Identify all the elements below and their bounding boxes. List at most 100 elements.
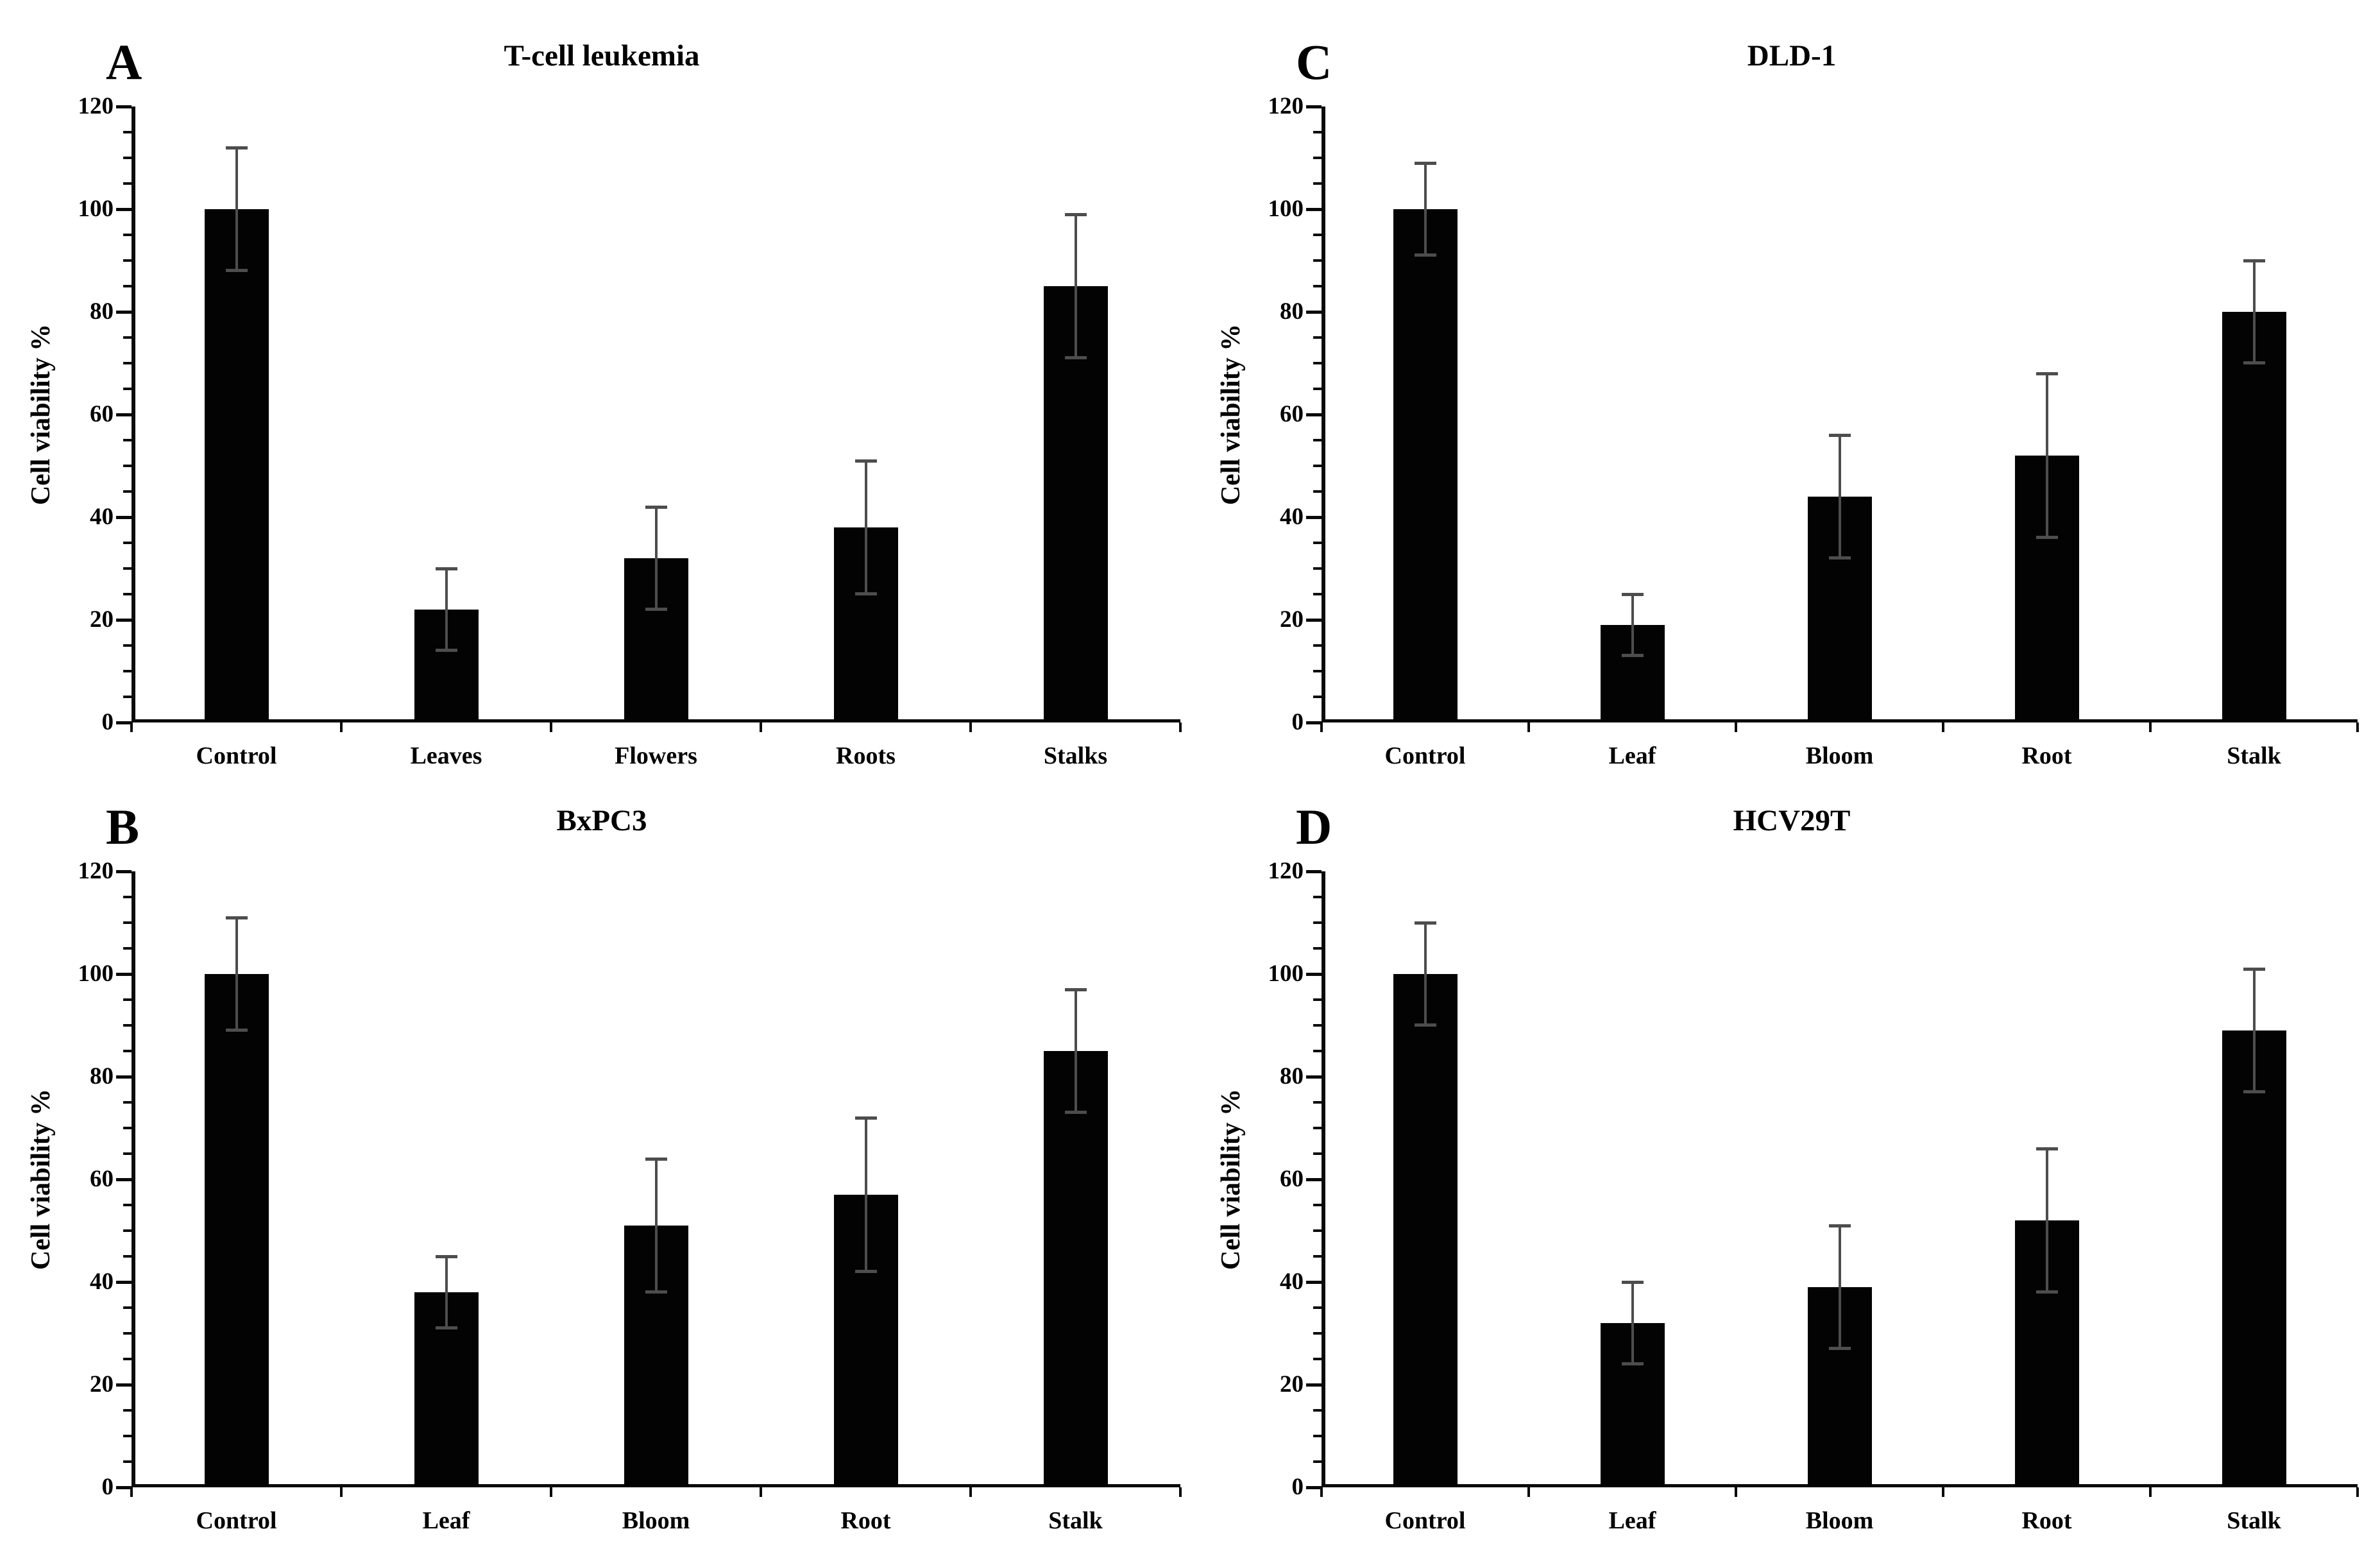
error-bar-cap-bottom <box>2243 1090 2265 1093</box>
y-major-tick <box>1306 207 1322 211</box>
y-minor-tick <box>1313 362 1322 364</box>
x-tick <box>1942 1487 1944 1497</box>
y-tick-label: 0 <box>1291 1474 1304 1500</box>
y-minor-tick <box>123 1255 132 1258</box>
chart-title-b: BxPC3 <box>556 804 647 837</box>
y-tick-label: 80 <box>1280 1063 1304 1090</box>
y-major-tick <box>1306 1383 1322 1387</box>
error-bar-cap-top <box>435 567 457 570</box>
category-label: Root <box>2021 742 2072 769</box>
y-minor-tick <box>1313 1460 1322 1463</box>
y-tick-label: 80 <box>1280 298 1304 325</box>
x-tick <box>760 722 762 732</box>
y-minor-tick <box>1313 1229 1322 1232</box>
y-minor-tick <box>1313 1050 1322 1052</box>
error-bar-line <box>1631 1282 1634 1364</box>
error-bar-cap-bottom <box>2243 361 2265 364</box>
error-bar-line <box>445 1256 448 1328</box>
error-bar-cap-top <box>854 459 877 463</box>
y-major-tick <box>116 105 132 108</box>
error-bar-cap-bottom <box>1828 1347 1851 1350</box>
y-major-tick <box>1306 1280 1322 1284</box>
x-tick <box>1320 722 1323 732</box>
error-bar-cap-top <box>645 506 667 509</box>
error-bar-cap-bottom <box>1064 356 1087 359</box>
y-minor-tick <box>1313 259 1322 262</box>
y-minor-tick <box>1313 234 1322 236</box>
y-minor-tick <box>123 1229 132 1232</box>
y-minor-tick <box>123 1435 132 1437</box>
y-minor-tick <box>123 921 132 924</box>
error-bar-line <box>2252 261 2256 363</box>
category-label: Leaf <box>422 1507 470 1534</box>
y-tick-label: 120 <box>1268 858 1304 884</box>
y-minor-tick <box>1313 182 1322 185</box>
y-minor-tick <box>1313 696 1322 698</box>
error-bar-line <box>1838 1226 1841 1349</box>
error-bar-cap-bottom <box>645 608 667 611</box>
error-bar-cap-bottom <box>435 1326 457 1329</box>
y-major-tick <box>1306 618 1322 622</box>
error-bar-line <box>1424 163 1427 255</box>
y-minor-tick <box>1313 1127 1322 1129</box>
y-major-tick <box>116 618 132 622</box>
error-bar-cap-bottom <box>1064 1111 1087 1114</box>
y-minor-tick <box>123 362 132 364</box>
y-tick-label: 60 <box>90 401 114 427</box>
y-major-tick <box>116 1485 132 1489</box>
y-minor-tick <box>123 1409 132 1412</box>
y-minor-tick <box>123 1024 132 1027</box>
bar <box>2222 1030 2286 1486</box>
error-bar-cap-bottom <box>435 649 457 652</box>
error-bar-line <box>654 1159 658 1292</box>
error-bar-line <box>235 918 238 1030</box>
y-minor-tick <box>123 131 132 133</box>
x-tick <box>2149 1487 2152 1497</box>
y-major-tick <box>1306 515 1322 519</box>
bar <box>2222 312 2286 721</box>
category-label: Control <box>196 1507 277 1534</box>
y-minor-tick <box>1313 490 1322 493</box>
error-bar-cap-top <box>1064 988 1087 991</box>
y-major-tick <box>1306 1177 1322 1181</box>
error-bar-cap-top <box>1064 213 1087 216</box>
y-minor-tick <box>123 567 132 570</box>
x-tick <box>130 722 133 732</box>
error-bar-cap-bottom <box>1828 556 1851 560</box>
x-tick <box>1179 722 1182 732</box>
error-bar-line <box>2252 969 2256 1092</box>
y-minor-tick <box>1313 1024 1322 1027</box>
y-minor-tick <box>1313 1306 1322 1309</box>
y-minor-tick <box>123 644 132 647</box>
y-minor-tick <box>123 947 132 950</box>
y-minor-tick <box>1313 131 1322 133</box>
chart-title-a: T-cell leukemia <box>504 39 700 73</box>
y-major-tick <box>116 721 132 724</box>
y-minor-tick <box>123 1127 132 1129</box>
y-minor-tick <box>1313 1101 1322 1104</box>
y-major-tick <box>116 1383 132 1387</box>
category-label: Stalk <box>2227 1507 2281 1534</box>
error-bar-cap-top <box>225 146 248 150</box>
error-bar-cap-top <box>435 1255 457 1258</box>
y-minor-tick <box>123 259 132 262</box>
y-minor-tick <box>123 1101 132 1104</box>
y-minor-tick <box>1313 644 1322 647</box>
y-tick-label: 100 <box>1268 961 1304 987</box>
error-bar-line <box>235 148 238 271</box>
category-label: Roots <box>836 742 896 769</box>
x-tick <box>550 1487 552 1497</box>
x-tick <box>1527 1487 1530 1497</box>
y-major-tick <box>116 972 132 976</box>
category-label: Bloom <box>1805 742 1874 769</box>
error-bar-line <box>1074 989 1077 1113</box>
category-label: Stalk <box>2227 742 2281 769</box>
y-minor-tick <box>123 439 132 441</box>
y-major-tick <box>116 515 132 519</box>
error-bar-cap-top <box>225 916 248 919</box>
y-minor-tick <box>1313 921 1322 924</box>
y-tick-label: 20 <box>1280 1371 1304 1397</box>
panel-letter-c: C <box>1296 34 1332 90</box>
y-minor-tick <box>123 1332 132 1335</box>
